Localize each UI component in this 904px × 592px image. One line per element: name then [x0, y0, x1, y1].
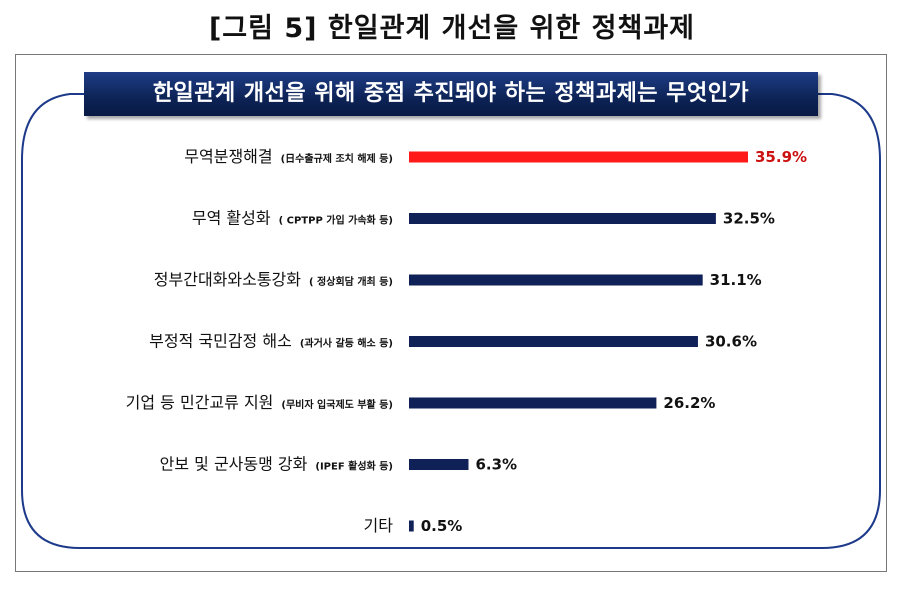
value-label: 26.2%: [663, 394, 715, 412]
category-sub-label: (무비자 입국제도 부활 등): [281, 398, 393, 411]
figure-title: [그림 5] 한일관계 개선을 위한 정책과제: [208, 13, 696, 44]
category-label: 안보 및 군사동맹 강화 (IPEF 활성화 등): [160, 455, 393, 474]
value-label: 35.9%: [755, 148, 807, 166]
value-label: 31.1%: [710, 271, 762, 289]
category-label: 무역 활성화 ( CPTPP 가입 가속화 등): [192, 209, 393, 228]
bar: [409, 336, 698, 347]
category-sub-label: (日수출규제 조치 해제 등): [281, 152, 393, 165]
chart-frame: [15, 54, 887, 572]
category-main-label: 기업 등 민간교류 지원: [126, 393, 274, 412]
category-label: 정부간대화와소통강화 ( 정상회담 개최 등): [154, 270, 393, 289]
category-sub-label: ( CPTPP 가입 가속화 등): [279, 214, 393, 227]
category-main-label: 정부간대화와소통강화: [154, 270, 301, 289]
value-label: 32.5%: [723, 210, 775, 228]
bar: [409, 459, 469, 470]
category-sub-label: (과거사 갈등 해소 등): [300, 337, 393, 350]
category-label: 부정적 국민감정 해소 (과거사 갈등 해소 등): [149, 332, 393, 351]
category-label: 무역분쟁해결 (日수출규제 조치 해제 등): [184, 147, 393, 166]
category-main-label: 기타: [364, 516, 394, 535]
bar: [409, 151, 748, 163]
bar: [409, 397, 657, 409]
bar: [409, 274, 703, 286]
category-sub-label: (IPEF 활성화 등): [315, 460, 393, 473]
value-label: 6.3%: [475, 456, 517, 474]
frame-curve: [21, 93, 881, 549]
chart-title-banner: 한일관계 개선을 위해 중점 추진돼야 하는 정책과제는 무엇인가: [84, 72, 818, 116]
bar: [409, 520, 414, 532]
category-main-label: 안보 및 군사동맹 강화: [160, 455, 308, 474]
category-main-label: 부정적 국민감정 해소: [149, 332, 292, 351]
value-label: 30.6%: [705, 333, 757, 351]
bar: [409, 213, 716, 224]
category-label: 기타: [364, 516, 394, 535]
category-sub-label: ( 정상회담 개최 등): [309, 275, 393, 288]
category-label: 기업 등 민간교류 지원 (무비자 입국제도 부활 등): [126, 393, 393, 412]
value-label: 0.5%: [421, 517, 463, 535]
category-main-label: 무역분쟁해결: [184, 147, 272, 166]
category-main-label: 무역 활성화: [192, 209, 271, 228]
